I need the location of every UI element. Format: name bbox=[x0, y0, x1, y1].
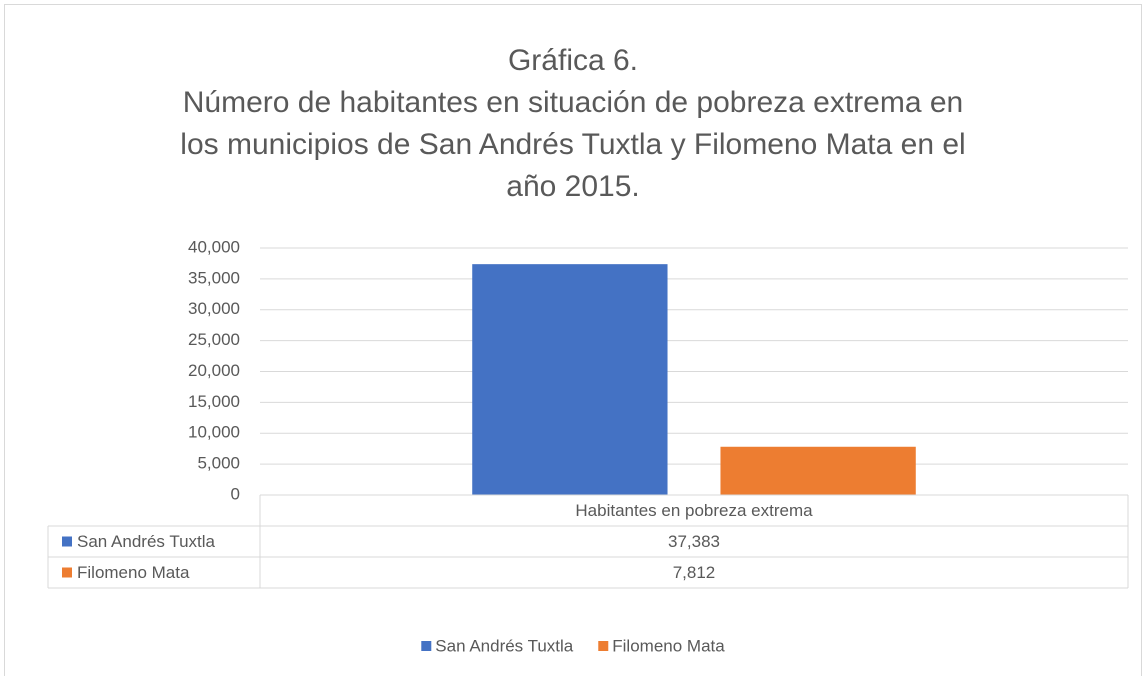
y-tick-label: 5,000 bbox=[197, 454, 240, 473]
y-tick-label: 40,000 bbox=[188, 237, 240, 256]
y-tick-label: 15,000 bbox=[188, 392, 240, 411]
table-value: 7,812 bbox=[673, 563, 716, 582]
legend-label: San Andrés Tuxtla bbox=[435, 636, 574, 655]
table-value: 37,383 bbox=[668, 532, 720, 551]
y-tick-label: 30,000 bbox=[188, 299, 240, 318]
legend-label: Filomeno Mata bbox=[612, 636, 725, 655]
y-tick-label: 35,000 bbox=[188, 268, 240, 287]
bar bbox=[720, 446, 916, 495]
table-row-label: San Andrés Tuxtla bbox=[77, 532, 216, 551]
chart-frame bbox=[4, 4, 1142, 676]
table-legend-key bbox=[62, 536, 72, 547]
chart-title: Gráfica 6. bbox=[507, 44, 639, 77]
legend-key bbox=[421, 641, 432, 651]
table-legend-key bbox=[62, 567, 72, 578]
table-row-label: Filomeno Mata bbox=[77, 563, 190, 582]
x-tick-label: Habitantes en pobreza extrema bbox=[575, 501, 813, 520]
y-tick-label: 25,000 bbox=[188, 330, 240, 349]
legend-key bbox=[598, 641, 609, 651]
y-tick-label: 20,000 bbox=[188, 361, 240, 380]
chart-subtitle: Número de habitantes en situación de pob… bbox=[180, 86, 966, 203]
y-tick-label: 0 bbox=[231, 484, 240, 503]
y-tick-label: 10,000 bbox=[188, 423, 240, 442]
bar bbox=[472, 264, 668, 495]
titles: Gráfica 6. Número de habitantes en situa… bbox=[173, 40, 973, 208]
